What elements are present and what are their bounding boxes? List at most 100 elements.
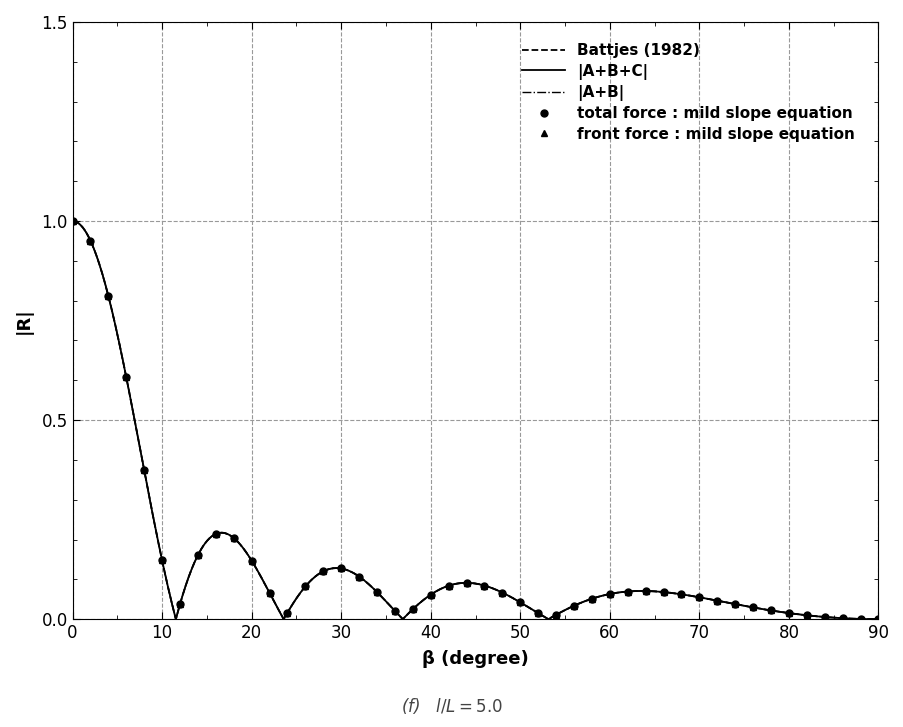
Line: front force : mild slope equation: front force : mild slope equation	[69, 217, 881, 622]
front force : mild slope equation: (82, 0.00979): mild slope equation: (82, 0.00979)	[801, 611, 812, 619]
front force : mild slope equation: (74, 0.0379): mild slope equation: (74, 0.0379)	[729, 600, 740, 608]
front force : mild slope equation: (40, 0.0617): mild slope equation: (40, 0.0617)	[425, 590, 436, 599]
total force : mild slope equation: (68, 0.0625): mild slope equation: (68, 0.0625)	[675, 590, 686, 598]
front force : mild slope equation: (20, 0.147): mild slope equation: (20, 0.147)	[246, 556, 256, 565]
total force : mild slope equation: (8, 0.374): mild slope equation: (8, 0.374)	[139, 466, 150, 475]
|A+B+C|	[437, 584, 448, 593]
|A+B|	[459, 579, 470, 587]
total force : mild slope equation: (66, 0.0681): mild slope equation: (66, 0.0681)	[657, 587, 668, 596]
Battjes (1982)	[108, 313, 119, 322]
total force : mild slope equation: (28, 0.12): mild slope equation: (28, 0.12)	[318, 567, 329, 576]
total force : mild slope equation: (10, 0.147): mild slope equation: (10, 0.147)	[156, 556, 167, 565]
Line: |A+B+C|: |A+B+C|	[72, 221, 878, 619]
total force : mild slope equation: (0, 1): mild slope equation: (0, 1)	[67, 217, 78, 225]
front force : mild slope equation: (54, 0.0111): mild slope equation: (54, 0.0111)	[550, 611, 561, 619]
front force : mild slope equation: (84, 0.0055): mild slope equation: (84, 0.0055)	[818, 613, 829, 622]
front force : mild slope equation: (44, 0.0913): mild slope equation: (44, 0.0913)	[461, 579, 471, 587]
front force : mild slope equation: (12, 0.038): mild slope equation: (12, 0.038)	[174, 600, 185, 608]
total force : mild slope equation: (36, 0.0207): mild slope equation: (36, 0.0207)	[389, 606, 400, 615]
front force : mild slope equation: (72, 0.0465): mild slope equation: (72, 0.0465)	[711, 596, 721, 605]
total force : mild slope equation: (18, 0.204): mild slope equation: (18, 0.204)	[228, 534, 239, 542]
|A+B|	[701, 595, 712, 603]
|A+B+C|	[459, 579, 470, 587]
total force : mild slope equation: (44, 0.0913): mild slope equation: (44, 0.0913)	[461, 579, 471, 587]
X-axis label: β (degree): β (degree)	[422, 651, 528, 668]
front force : mild slope equation: (66, 0.0681): mild slope equation: (66, 0.0681)	[657, 587, 668, 596]
|A+B|	[67, 217, 78, 225]
|A+B|	[872, 615, 883, 624]
total force : mild slope equation: (40, 0.0617): mild slope equation: (40, 0.0617)	[425, 590, 436, 599]
total force : mild slope equation: (32, 0.107): mild slope equation: (32, 0.107)	[353, 572, 364, 581]
total force : mild slope equation: (90, 3.9e-17): mild slope equation: (90, 3.9e-17)	[872, 615, 883, 624]
total force : mild slope equation: (22, 0.066): mild slope equation: (22, 0.066)	[264, 589, 275, 598]
total force : mild slope equation: (60, 0.0633): mild slope equation: (60, 0.0633)	[604, 590, 615, 598]
front force : mild slope equation: (26, 0.0823): mild slope equation: (26, 0.0823)	[300, 582, 311, 591]
front force : mild slope equation: (46, 0.0844): mild slope equation: (46, 0.0844)	[479, 581, 489, 590]
front force : mild slope equation: (10, 0.147): mild slope equation: (10, 0.147)	[156, 556, 167, 565]
front force : mild slope equation: (58, 0.0514): mild slope equation: (58, 0.0514)	[586, 595, 597, 603]
Line: Battjes (1982): Battjes (1982)	[72, 221, 878, 619]
total force : mild slope equation: (70, 0.055): mild slope equation: (70, 0.055)	[694, 593, 704, 602]
front force : mild slope equation: (90, 3.9e-17): mild slope equation: (90, 3.9e-17)	[872, 615, 883, 624]
|A+B+C|	[872, 615, 883, 624]
|A+B+C|	[849, 614, 860, 623]
front force : mild slope equation: (18, 0.204): mild slope equation: (18, 0.204)	[228, 534, 239, 542]
|A+B+C|	[108, 313, 119, 322]
total force : mild slope equation: (14, 0.161): mild slope equation: (14, 0.161)	[192, 551, 203, 560]
front force : mild slope equation: (86, 0.00244): mild slope equation: (86, 0.00244)	[836, 614, 847, 622]
|A+B+C|	[701, 595, 712, 603]
Battjes (1982)	[459, 579, 470, 587]
front force : mild slope equation: (8, 0.374): mild slope equation: (8, 0.374)	[139, 466, 150, 475]
total force : mild slope equation: (16, 0.214): mild slope equation: (16, 0.214)	[210, 529, 221, 538]
front force : mild slope equation: (16, 0.214): mild slope equation: (16, 0.214)	[210, 529, 221, 538]
total force : mild slope equation: (30, 0.127): mild slope equation: (30, 0.127)	[335, 564, 346, 573]
front force : mild slope equation: (56, 0.0338): mild slope equation: (56, 0.0338)	[568, 601, 579, 610]
front force : mild slope equation: (22, 0.066): mild slope equation: (22, 0.066)	[264, 589, 275, 598]
Battjes (1982)	[701, 595, 712, 603]
Battjes (1982)	[848, 614, 859, 623]
front force : mild slope equation: (14, 0.161): mild slope equation: (14, 0.161)	[192, 551, 203, 560]
total force : mild slope equation: (72, 0.0465): mild slope equation: (72, 0.0465)	[711, 596, 721, 605]
front force : mild slope equation: (64, 0.0708): mild slope equation: (64, 0.0708)	[639, 587, 650, 595]
total force : mild slope equation: (4, 0.812): mild slope equation: (4, 0.812)	[103, 292, 114, 300]
total force : mild slope equation: (78, 0.0219): mild slope equation: (78, 0.0219)	[765, 606, 776, 615]
|A+B|	[108, 313, 119, 322]
front force : mild slope equation: (2, 0.951): mild slope equation: (2, 0.951)	[85, 236, 96, 245]
total force : mild slope equation: (80, 0.0153): mild slope equation: (80, 0.0153)	[783, 608, 794, 617]
total force : mild slope equation: (86, 0.00244): mild slope equation: (86, 0.00244)	[836, 614, 847, 622]
total force : mild slope equation: (58, 0.0514): mild slope equation: (58, 0.0514)	[586, 595, 597, 603]
front force : mild slope equation: (42, 0.0842): mild slope equation: (42, 0.0842)	[442, 582, 453, 590]
total force : mild slope equation: (2, 0.951): mild slope equation: (2, 0.951)	[85, 236, 96, 245]
front force : mild slope equation: (80, 0.0153): mild slope equation: (80, 0.0153)	[783, 608, 794, 617]
total force : mild slope equation: (20, 0.147): mild slope equation: (20, 0.147)	[246, 556, 256, 565]
total force : mild slope equation: (54, 0.0111): mild slope equation: (54, 0.0111)	[550, 611, 561, 619]
total force : mild slope equation: (42, 0.0842): mild slope equation: (42, 0.0842)	[442, 582, 453, 590]
total force : mild slope equation: (82, 0.00979): mild slope equation: (82, 0.00979)	[801, 611, 812, 619]
total force : mild slope equation: (26, 0.0823): mild slope equation: (26, 0.0823)	[300, 582, 311, 591]
total force : mild slope equation: (64, 0.0708): mild slope equation: (64, 0.0708)	[639, 587, 650, 595]
|A+B+C|	[67, 217, 78, 225]
front force : mild slope equation: (48, 0.0667): mild slope equation: (48, 0.0667)	[497, 588, 507, 597]
front force : mild slope equation: (30, 0.127): mild slope equation: (30, 0.127)	[335, 564, 346, 573]
|A+B+C|	[848, 614, 859, 623]
front force : mild slope equation: (62, 0.0695): mild slope equation: (62, 0.0695)	[621, 587, 632, 596]
total force : mild slope equation: (52, 0.0151): mild slope equation: (52, 0.0151)	[532, 608, 543, 617]
Battjes (1982)	[437, 584, 448, 593]
front force : mild slope equation: (50, 0.0423): mild slope equation: (50, 0.0423)	[515, 598, 526, 607]
Battjes (1982)	[849, 614, 860, 623]
front force : mild slope equation: (4, 0.812): mild slope equation: (4, 0.812)	[103, 292, 114, 300]
total force : mild slope equation: (12, 0.038): mild slope equation: (12, 0.038)	[174, 600, 185, 608]
front force : mild slope equation: (52, 0.0151): mild slope equation: (52, 0.0151)	[532, 608, 543, 617]
front force : mild slope equation: (68, 0.0625): mild slope equation: (68, 0.0625)	[675, 590, 686, 598]
total force : mild slope equation: (62, 0.0695): mild slope equation: (62, 0.0695)	[621, 587, 632, 596]
front force : mild slope equation: (76, 0.0295): mild slope equation: (76, 0.0295)	[747, 603, 758, 612]
total force : mild slope equation: (24, 0.0165): mild slope equation: (24, 0.0165)	[282, 608, 293, 617]
Battjes (1982)	[872, 615, 883, 624]
Battjes (1982)	[67, 217, 78, 225]
total force : mild slope equation: (46, 0.0844): mild slope equation: (46, 0.0844)	[479, 581, 489, 590]
total force : mild slope equation: (48, 0.0667): mild slope equation: (48, 0.0667)	[497, 588, 507, 597]
front force : mild slope equation: (78, 0.0219): mild slope equation: (78, 0.0219)	[765, 606, 776, 615]
Line: |A+B|: |A+B|	[72, 221, 878, 619]
front force : mild slope equation: (60, 0.0633): mild slope equation: (60, 0.0633)	[604, 590, 615, 598]
Legend: Battjes (1982), |A+B+C|, |A+B|, total force : mild slope equation, front force :: Battjes (1982), |A+B+C|, |A+B|, total fo…	[514, 36, 861, 149]
